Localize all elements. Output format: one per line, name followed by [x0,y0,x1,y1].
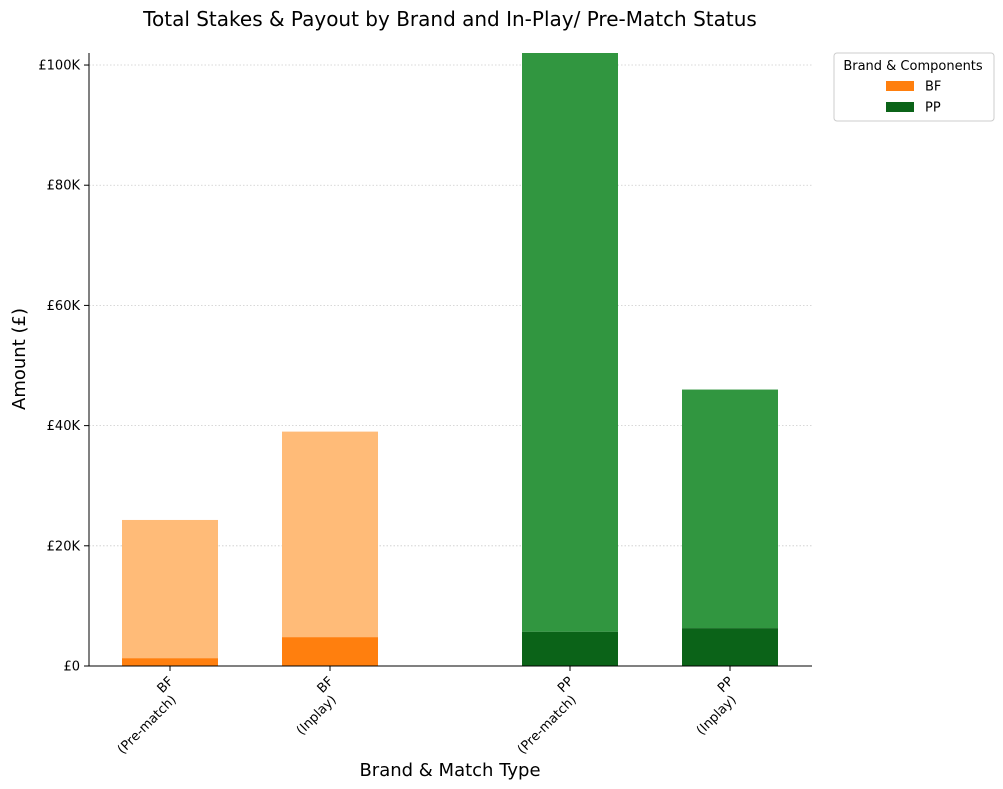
bar-total-bf [122,519,218,659]
bar-base-bf [282,637,378,666]
x-tick-label-brand: PP [555,674,577,696]
x-axis-label: Brand & Match Type [359,760,540,781]
x-tick-label: BF(Pre-match) [115,674,180,758]
x-tick-label-brand: BF [155,674,177,696]
x-tick-label-brand: PP [715,674,737,696]
x-tick-label-status: (Inplay) [694,693,740,739]
x-ticks: BF(Pre-match)BF(Inplay)PP(Pre-match)PP(I… [115,666,740,758]
bar-total-pp [522,53,618,632]
y-tick-label: £40K [47,419,81,434]
legend-label-bf: BF [925,80,941,95]
x-tick-label: PP(Inplay) [694,674,740,739]
y-tick-label: £80K [47,179,81,194]
y-tick-label: £100K [38,59,80,74]
bar-base-bf [122,658,218,666]
chart-title: Total Stakes & Payout by Brand and In-Pl… [142,7,757,31]
legend: Brand & Components BF PP [833,52,995,122]
y-tick-label: £60K [47,299,81,314]
legend-swatch-bf [886,81,914,91]
bar-total-bf [282,431,378,638]
x-tick-label: PP(Pre-match) [515,674,580,758]
y-axis-label: Amount (£) [9,308,30,410]
legend-label-pp: PP [925,101,941,116]
legend-title: Brand & Components [843,59,983,74]
x-tick-label-brand: BF [315,674,337,696]
bar-total-pp [682,389,778,629]
x-tick-label: BF(Inplay) [294,674,340,739]
y-tick-label: £0 [63,660,80,675]
y-tick-label: £20K [47,539,81,554]
y-ticks: £0 £20K £40K £60K £80K £100K [38,59,89,675]
bar-base-pp [682,628,778,666]
x-tick-label-status: (Pre-match) [115,693,180,758]
bar-base-pp [522,631,618,666]
bars [122,53,778,666]
x-tick-label-status: (Pre-match) [515,693,580,758]
legend-swatch-pp [886,102,914,112]
x-tick-label-status: (Inplay) [294,693,340,739]
